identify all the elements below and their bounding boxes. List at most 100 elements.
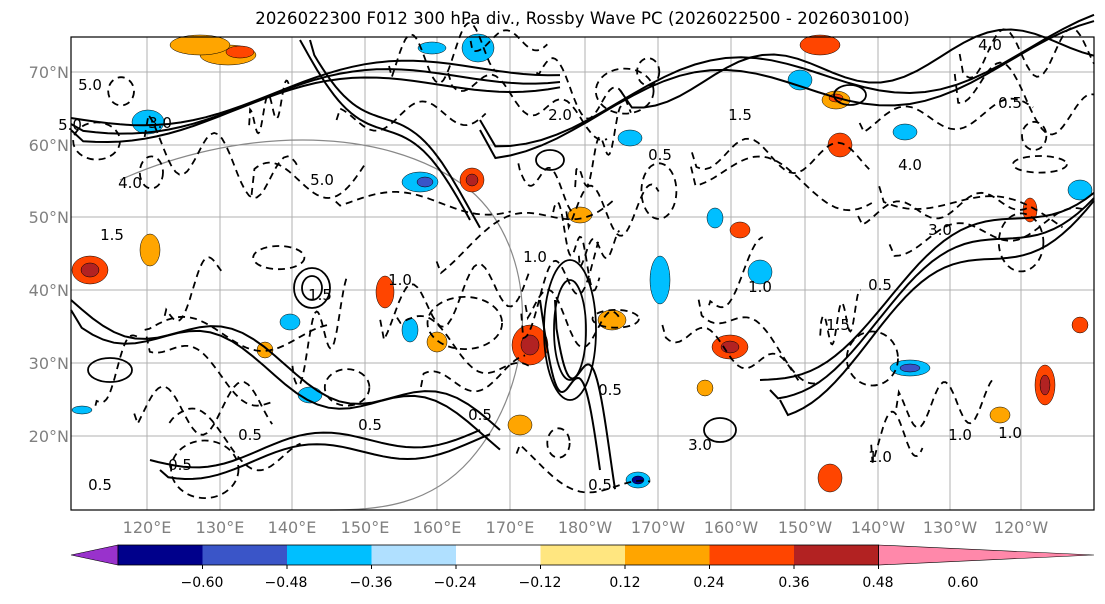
contour-label: 0.5 [648,146,672,164]
colorbar-extend-high [878,544,1095,566]
contour-dashed [248,79,291,135]
contour-dashed [94,334,141,406]
chart-title: 2026022300 F012 300 hPa div., Rossby Wav… [255,9,910,28]
contour-label: 0.5 [238,426,262,444]
contour-solid [70,68,561,135]
contour-dashed [690,155,873,212]
contour-dashed-loop [252,245,306,271]
contour-dashed-loop [640,162,678,220]
colorbar-extend-low [70,544,119,566]
divergence-patch [465,173,479,187]
lat-label-40: 40°N [28,281,69,300]
colorbar-swatch [794,545,879,565]
lon-label-130e: 130°E [195,518,245,537]
colorbar-frame [117,544,879,566]
contour-dashed [291,278,348,387]
divergence-patch [1067,179,1093,201]
contour-solid [539,299,601,471]
contour-dashed-loop [107,76,135,107]
contour-dashed [577,229,621,270]
colorbar-swatch [456,545,541,565]
cb-tick-label: −0.12 [518,575,562,591]
contour-dashed [858,97,1034,134]
contour-label: 0.5 [598,381,622,399]
lat-label-60: 60°N [28,136,69,155]
contour-label: 1.0 [998,424,1022,442]
lon-label-130w: 130°W [922,518,978,537]
colorbar-swatch [709,545,794,565]
divergence-patch [567,206,593,224]
contour-dashed-loop [138,155,164,190]
contour-dashed [517,163,576,216]
lon-label-180w: 180°W [557,518,613,537]
contour-label: 5.0 [58,116,82,134]
divergence-patch [1039,374,1051,396]
contour-label: 1.5 [100,226,124,244]
contour-label: 1.0 [748,278,772,296]
divergence-patch [799,34,841,56]
contour-label: 0.5 [88,476,112,494]
contour-label: 3.0 [688,436,712,454]
contour-solid [619,28,1095,109]
contour-label: 1.0 [523,248,547,266]
contour-solid [769,197,1095,400]
contour-dashed [857,191,1029,227]
contour-dashed [250,161,366,199]
contour-solid [479,13,1095,148]
contour-dashed [447,72,608,142]
contour-dashed-loop [323,368,371,407]
contour-dashed-loop [170,439,240,499]
divergence-patch [139,233,161,267]
divergence-shading [71,33,1093,493]
divergence-patch [169,34,231,56]
contour-dashed [878,185,1064,229]
contour-loop [293,267,331,309]
contour-solid [149,429,481,469]
contour-solid [479,20,1095,160]
contour-dashed [469,29,548,53]
contour-dashed [379,263,532,343]
contour-solid [70,59,561,127]
contour-solid [159,433,491,481]
cb-tick-label: −0.60 [180,575,224,591]
lon-label-150w: 150°W [777,518,833,537]
divergence-patch [649,255,671,305]
cb-tick-label: −0.48 [264,575,308,591]
contour-solid [759,192,1095,381]
contour-dashed-loop [72,121,121,161]
rossby-contours [70,13,1095,499]
colorbar-swatch [202,545,287,565]
contour-label: 3.0 [928,221,952,239]
cb-tick-label: 0.24 [693,575,725,591]
contour-label: 0.5 [358,416,382,434]
colorbar [70,544,1095,569]
contour-dashed-loop [426,295,503,350]
lat-label-30: 30°N [28,354,69,373]
contour-dashed [143,112,301,199]
contour-solid [70,299,501,431]
divergence-patch [520,334,540,356]
contour-label: 1.0 [948,426,972,444]
contour-dashed-loop [1012,155,1068,174]
cb-tick-label: 0.48 [862,575,894,591]
contour-dashed [691,137,870,175]
contour-solid [309,39,481,229]
divergence-patch [617,129,643,147]
contour-dashed-loop [1021,120,1048,151]
divergence-patch [401,317,419,343]
contour-label: 4.0 [898,156,922,174]
cb-tick-label: −0.36 [349,575,393,591]
divergence-patch [426,331,448,353]
contour-label: 2.0 [548,106,572,124]
lat-label-50: 50°N [28,208,69,227]
contour-solid [779,199,1095,417]
contour-dashed [163,256,225,322]
divergence-patch [461,33,495,63]
cb-tick-label: 0.60 [947,575,979,591]
contour-label: 1.0 [388,271,412,289]
contour-dashed [953,61,1095,136]
divergence-patch [899,363,921,373]
lon-label-170e: 170°E [485,518,535,537]
lon-label-120w: 120°W [993,518,1049,537]
